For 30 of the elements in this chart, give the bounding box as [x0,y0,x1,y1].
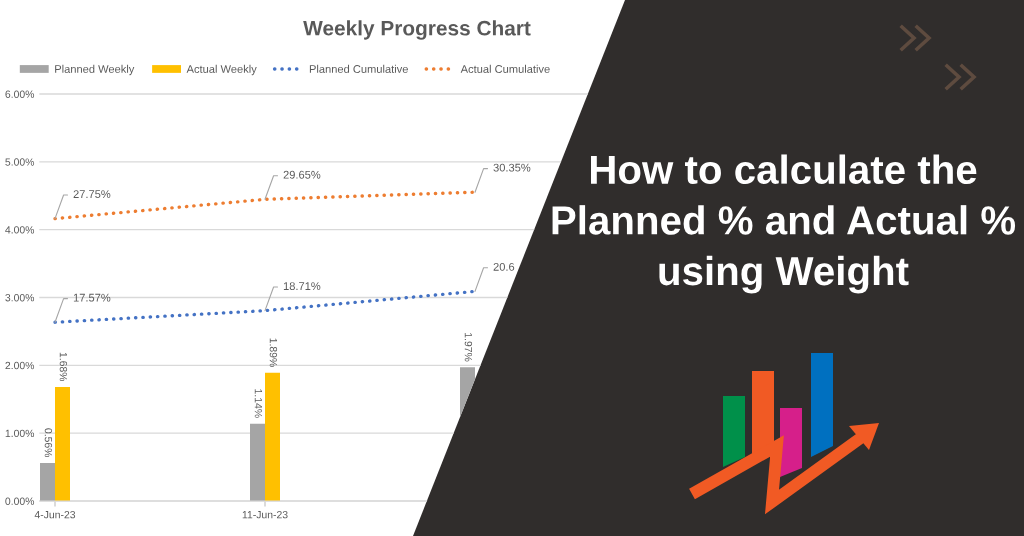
legend-label: Actual Weekly [186,64,257,76]
legend-label: Actual Cumulative [460,64,550,73]
y-tick-label: 1.00% [5,429,35,438]
bar [250,423,265,501]
bar [55,387,70,501]
data-label: 29.65% [283,170,321,179]
bar [40,463,55,501]
data-label: 17.57% [73,293,111,302]
data-label: 27.75% [73,190,111,199]
data-label: 1.89% [269,338,278,367]
data-label: 18.71% [283,282,321,290]
y-tick-label: 6.00% [5,90,35,98]
data-label: 1.14% [254,389,263,418]
y-tick-label: 5.00% [5,158,35,166]
data-label: 20.6 [493,262,515,271]
y-tick-label: 0.00% [5,497,35,505]
chart-title: Weekly Progress Chart [303,20,531,40]
data-label: 0.56% [44,428,53,458]
data-label: 30.35% [493,163,531,172]
y-tick-label: 2.00% [5,361,35,370]
legend-label: Planned Weekly [55,64,135,76]
annotation: How to calculate the Planned % and Actual % using Weight [552,154,1016,294]
legend-label: Planned Cumulative [309,64,408,73]
bar [265,372,280,501]
y-tick-label: 4.00% [5,226,35,234]
x-tick-label: 11-Jun-23 [242,511,288,519]
data-label: 1.97% [464,333,473,362]
x-tick-label: 4-Jun-23 [34,511,76,519]
y-tick-label: 3.00% [5,294,35,302]
data-label: 1.68% [59,352,68,382]
